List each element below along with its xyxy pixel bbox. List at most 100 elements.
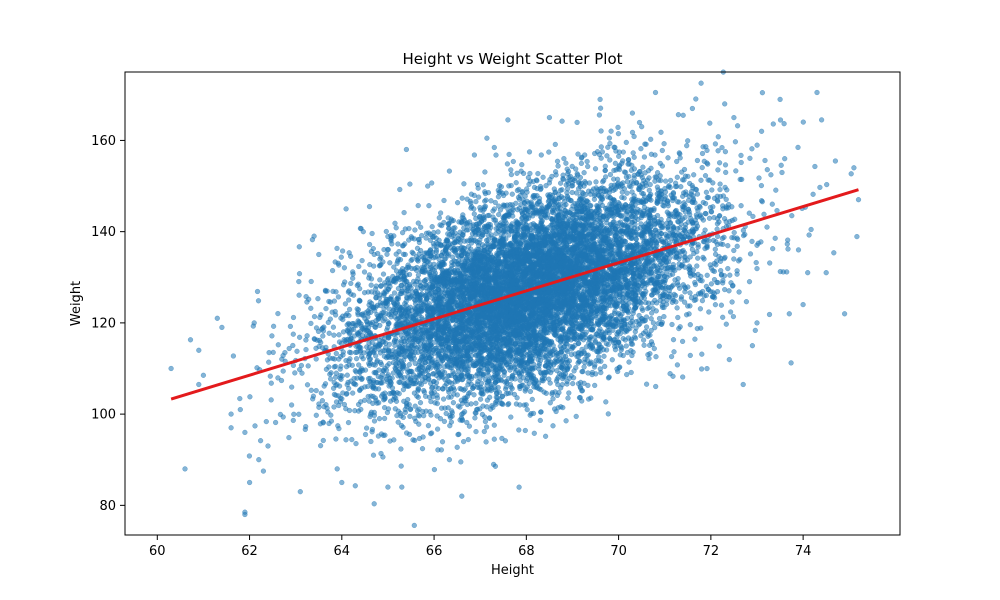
scatter-point — [658, 129, 664, 135]
scatter-point — [418, 381, 425, 388]
scatter-point — [491, 144, 497, 151]
scatter-point — [304, 382, 311, 388]
scatter-point — [325, 319, 331, 326]
scatter-point — [381, 415, 388, 422]
scatter-point — [606, 135, 613, 141]
scatter-point — [305, 363, 311, 369]
scatter-point — [601, 353, 607, 359]
scatter-point — [275, 375, 281, 381]
scatter-point — [615, 131, 622, 137]
scatter-point — [516, 484, 522, 490]
scatter-point — [371, 251, 377, 258]
scatter-point — [636, 119, 643, 126]
chart-title: Height vs Weight Scatter Plot — [403, 50, 623, 68]
scatter-point — [602, 363, 608, 370]
scatter-point — [516, 427, 522, 433]
scatter-point — [482, 414, 488, 420]
scatter-point — [731, 247, 737, 254]
scatter-point — [722, 286, 728, 293]
scatter-point — [369, 429, 375, 435]
scatter-point — [703, 283, 710, 290]
scatter-point — [407, 181, 413, 187]
scatter-point — [758, 198, 765, 204]
scatter-point — [278, 377, 285, 384]
scatter-point — [727, 309, 734, 315]
scatter-point — [699, 298, 706, 304]
scatter-point — [471, 392, 477, 398]
scatter-points — [168, 69, 862, 529]
scatter-point — [670, 373, 676, 379]
scatter-point — [332, 374, 339, 380]
scatter-point — [440, 396, 447, 402]
scatter-point — [419, 232, 425, 239]
scatter-point — [795, 144, 801, 151]
scatter-point — [383, 228, 389, 235]
scatter-point — [736, 289, 742, 295]
scatter-point — [356, 263, 362, 270]
scatter-point — [733, 168, 739, 174]
scatter-point — [720, 241, 726, 248]
scatter-point — [769, 201, 775, 207]
scatter-point — [563, 418, 569, 424]
scatter-point — [438, 447, 445, 453]
scatter-point — [640, 164, 646, 170]
scatter-point — [694, 191, 701, 197]
scatter-point — [361, 290, 368, 296]
scatter-point — [563, 160, 569, 166]
scatter-point — [477, 396, 484, 402]
scatter-point — [848, 171, 854, 177]
scatter-point — [391, 337, 398, 344]
scatter-point — [648, 136, 654, 142]
scatter-point — [831, 250, 837, 256]
scatter-point — [296, 271, 303, 277]
scatter-point — [584, 158, 590, 165]
scatter-point — [330, 324, 337, 330]
scatter-point — [376, 416, 383, 422]
scatter-point — [817, 184, 823, 191]
scatter-point — [699, 150, 706, 157]
scatter-point — [643, 324, 650, 330]
scatter-point — [288, 402, 295, 408]
scatter-point — [756, 175, 762, 181]
scatter-point — [308, 305, 314, 311]
scatter-point — [323, 305, 329, 312]
scatter-point — [630, 150, 636, 156]
scatter-point — [542, 433, 549, 439]
scatter-point — [774, 207, 780, 214]
scatter-point — [810, 191, 816, 197]
scatter-point — [703, 144, 709, 150]
scatter-point — [384, 251, 390, 257]
scatter-point — [754, 265, 760, 272]
scatter-point — [695, 255, 701, 261]
scatter-point — [639, 305, 645, 312]
scatter-point — [779, 169, 785, 176]
scatter-point — [738, 152, 744, 159]
scatter-point — [237, 395, 243, 402]
scatter-point — [705, 161, 711, 167]
scatter-point — [370, 245, 376, 252]
scatter-point — [385, 319, 391, 325]
scatter-point — [734, 268, 740, 274]
scatter-point — [187, 337, 194, 343]
scatter-point — [500, 192, 507, 199]
scatter-point — [322, 381, 329, 387]
scatter-point — [642, 141, 648, 147]
scatter-point — [473, 428, 479, 435]
scatter-point — [605, 411, 611, 417]
scatter-point — [437, 210, 444, 216]
scatter-point — [270, 349, 276, 356]
scatter-point — [712, 246, 718, 252]
scatter-point — [270, 323, 277, 329]
scatter-point — [326, 330, 332, 336]
scatter-point — [729, 299, 735, 305]
scatter-point — [323, 402, 329, 408]
scatter-point — [267, 373, 273, 379]
scatter-point — [333, 436, 339, 442]
scatter-point — [706, 309, 712, 315]
scatter-point — [392, 220, 398, 226]
scatter-point — [480, 182, 486, 188]
scatter-point — [772, 235, 778, 241]
scatter-point — [266, 359, 272, 365]
scatter-point — [617, 352, 623, 358]
scatter-point — [531, 430, 537, 436]
